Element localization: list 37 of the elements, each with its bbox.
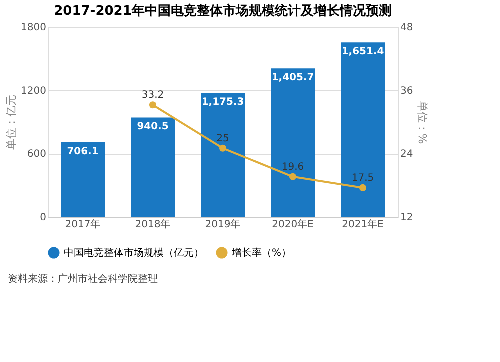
point xyxy=(149,102,157,109)
x-tick-label: 2020年E xyxy=(272,218,314,230)
bar xyxy=(61,142,105,217)
x-tick-label: 2017年 xyxy=(65,218,101,230)
y-tick-label: 1200 xyxy=(21,86,46,97)
y2-axis-title: 单位：% xyxy=(416,100,430,144)
y2-tick-label: 12 xyxy=(400,212,414,224)
bar xyxy=(201,92,245,217)
legend-label: 增长率（%） xyxy=(231,247,292,259)
point xyxy=(219,144,227,152)
chart-title: 2017-2021年中国电竞整体市场规模统计及增长情况预测 xyxy=(54,3,392,19)
point xyxy=(359,184,367,192)
bar xyxy=(131,118,175,217)
y-tick-label: 0 xyxy=(40,212,46,224)
y-axis-title: 单位：亿元 xyxy=(5,95,18,150)
data-label: 1,651.4 xyxy=(342,46,384,58)
x-tick-label: 2019年 xyxy=(205,218,241,230)
y-tick-label: 1800 xyxy=(21,22,46,34)
data-label: 19.6 xyxy=(282,162,304,173)
bar xyxy=(271,68,315,217)
data-label: 33.2 xyxy=(142,90,164,102)
y2-tick-label: 48 xyxy=(400,22,414,34)
data-label: 940.5 xyxy=(137,122,169,133)
y2-tick-label: 36 xyxy=(400,86,414,97)
x-tick-label: 2021年E xyxy=(342,218,384,230)
data-label: 1,405.7 xyxy=(272,72,314,84)
legend-label: 中国电竞整体市场规模（亿元） xyxy=(64,247,204,259)
data-label: 706.1 xyxy=(67,146,99,158)
data-label: 1,175.3 xyxy=(202,96,244,108)
data-label: 25 xyxy=(216,133,230,144)
bar xyxy=(341,42,385,217)
y2-tick-label: 24 xyxy=(400,149,414,160)
y-tick-label: 600 xyxy=(27,149,46,160)
point xyxy=(289,173,297,180)
data-label: 17.5 xyxy=(352,172,374,184)
x-tick-label: 2018年 xyxy=(135,218,171,230)
text: 资料来源：广州市社会科学院整理 xyxy=(8,273,158,285)
